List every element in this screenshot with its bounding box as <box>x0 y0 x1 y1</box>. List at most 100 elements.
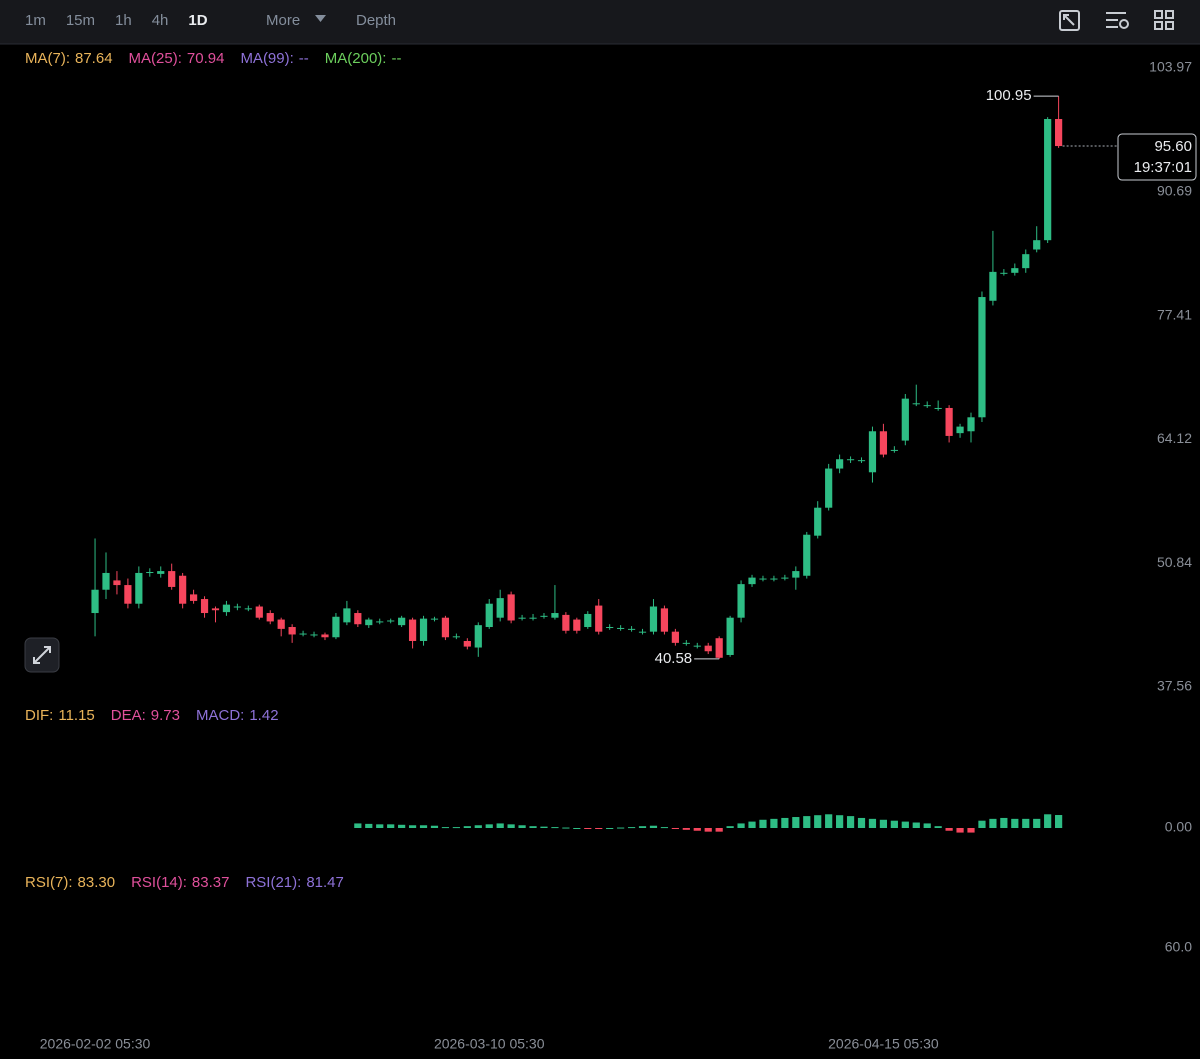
candle-body <box>266 613 274 622</box>
interval-tab[interactable]: 1h <box>115 12 132 29</box>
candle-body <box>704 645 712 652</box>
macd-bar <box>627 827 636 829</box>
more-button[interactable]: More <box>266 12 300 29</box>
candle-body <box>649 606 658 632</box>
candle-body <box>693 645 701 647</box>
candle-body <box>846 459 855 461</box>
candle-body <box>189 594 198 601</box>
candle-body <box>146 572 154 574</box>
macd-bar <box>398 824 406 828</box>
candle-body <box>595 605 603 632</box>
macd-bar <box>474 825 482 828</box>
candle-body <box>124 585 132 604</box>
candle-body <box>1022 254 1030 269</box>
legend-label: RSI(7): <box>25 874 73 891</box>
y-tick-label: 77.41 <box>1157 306 1192 322</box>
candle-body <box>277 619 285 629</box>
macd-bar <box>551 827 559 829</box>
macd-bar <box>792 817 800 828</box>
legend-label: MACD: <box>196 707 244 724</box>
macd-bar <box>354 823 362 828</box>
macd-bar <box>770 818 778 828</box>
candle-body <box>441 617 450 638</box>
candle-body <box>671 631 679 643</box>
macd-bar <box>989 818 997 828</box>
candle-body <box>803 534 811 576</box>
depth-tab[interactable]: Depth <box>356 12 396 29</box>
candle-body <box>398 617 406 626</box>
candle-body <box>332 616 340 638</box>
macd-bar <box>452 827 460 829</box>
candle-body <box>200 599 209 614</box>
more-arrow[interactable] <box>315 15 326 22</box>
candle-body <box>343 608 351 623</box>
candle-body <box>627 628 636 630</box>
candle-body <box>485 603 493 628</box>
candle-body <box>518 617 526 619</box>
macd-bar <box>573 828 581 829</box>
fullscreen-icon[interactable] <box>1059 10 1080 31</box>
macd-bar <box>857 817 866 828</box>
interval-tab[interactable]: 1D <box>188 12 207 29</box>
last-price-box <box>1117 133 1197 181</box>
x-tick-label: 2026-03-10 05:30 <box>434 1036 545 1052</box>
interval-tab[interactable]: 4h <box>152 12 169 29</box>
candle-body <box>770 578 778 580</box>
candle-body <box>912 403 920 405</box>
candle-body <box>737 584 745 618</box>
high-label: 100.95 <box>986 87 1032 104</box>
candle-body <box>474 625 482 648</box>
candle-body <box>573 619 581 631</box>
macd-bar <box>737 823 745 828</box>
macd-bar <box>759 819 767 828</box>
macd-bar <box>419 825 428 828</box>
macd-bar <box>671 828 679 829</box>
candle-body <box>638 631 647 633</box>
settings-icon[interactable] <box>1106 12 1129 29</box>
macd-bar <box>518 825 526 828</box>
candle-body <box>430 618 439 620</box>
macd-bar <box>1055 815 1063 828</box>
macd-bar <box>748 821 756 828</box>
last-price-label: 95.60 <box>1154 138 1192 155</box>
candle-body <box>934 407 942 409</box>
layout-icon[interactable] <box>1154 10 1174 30</box>
interval-tab[interactable]: 1m <box>25 12 46 29</box>
macd-bar <box>956 828 964 833</box>
candle-body <box>255 606 263 618</box>
macd-bar <box>617 827 625 829</box>
candle-body <box>956 426 964 434</box>
macd-bar <box>1022 818 1030 828</box>
macd-bar <box>365 823 373 828</box>
macd-bar <box>1000 817 1008 828</box>
candle-body <box>759 578 767 580</box>
candle-body <box>463 640 471 647</box>
macd-bar <box>1033 818 1041 828</box>
interval-tab[interactable]: 15m <box>66 12 95 29</box>
candle-body <box>617 627 625 629</box>
candle-body <box>967 417 975 432</box>
macd-bar <box>1044 814 1052 828</box>
macd-bar <box>934 826 942 828</box>
macd-bar <box>693 828 701 831</box>
candle-body <box>1011 268 1019 273</box>
macd-bar <box>606 828 614 829</box>
macd-bar <box>978 820 986 828</box>
macd-bar <box>660 827 669 829</box>
legend-label: DIF: <box>25 707 53 724</box>
candle-body <box>814 507 822 536</box>
candle-body <box>387 620 395 622</box>
candle-body <box>792 571 800 578</box>
macd-bar <box>496 823 504 828</box>
candle-body <box>923 405 931 407</box>
candle-body <box>901 398 909 441</box>
legend-label: DEA: <box>111 707 146 724</box>
toolbar <box>0 0 1200 44</box>
expand-button[interactable] <box>24 637 60 673</box>
candle-body <box>584 613 592 628</box>
candle-body <box>233 606 241 608</box>
macd-bar <box>967 828 975 833</box>
